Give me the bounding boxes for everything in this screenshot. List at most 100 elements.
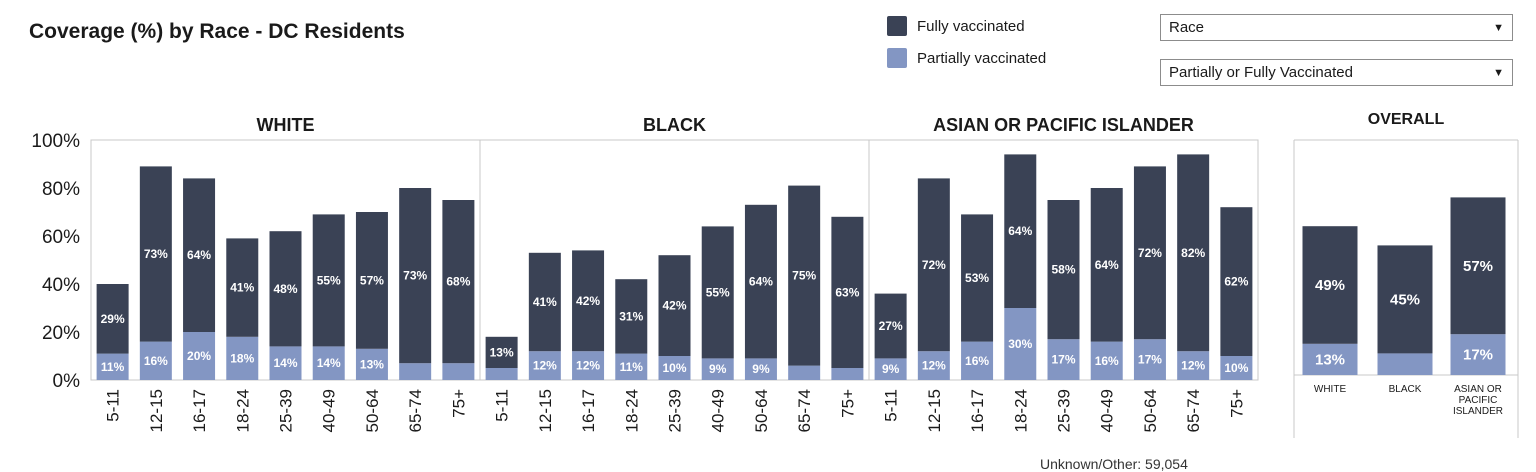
x-tick-label: 75+ — [1227, 389, 1246, 418]
bar-fully-vaccinated — [183, 178, 216, 332]
data-label-fully: 72% — [1138, 246, 1162, 260]
data-label-fully: 55% — [706, 285, 730, 299]
race-filter-value: Race — [1169, 19, 1205, 36]
overall-bar-fully-vaccinated — [1302, 226, 1358, 344]
dose-filter-dropdown[interactable]: Partially or Fully Vaccinated ▼ — [1160, 59, 1513, 86]
x-tick-label: 65-74 — [1184, 389, 1203, 432]
data-label-partially: 17% — [1138, 353, 1162, 367]
data-label-partially: 16% — [144, 354, 168, 368]
bar-partially-vaccinated — [226, 336, 259, 380]
x-tick-label: 12-15 — [147, 389, 166, 432]
bar-partially-vaccinated — [399, 363, 432, 380]
data-label-partially: 20% — [187, 349, 211, 363]
bar-partially-vaccinated — [1220, 356, 1253, 380]
bar-partially-vaccinated — [658, 356, 691, 380]
legend-item-fully-vaccinated[interactable]: Fully vaccinated — [887, 16, 1025, 36]
overall-x-tick-label: PACIFIC — [1459, 395, 1498, 406]
data-label-partially: 12% — [922, 359, 946, 373]
bar-partially-vaccinated — [1177, 351, 1210, 380]
bar-fully-vaccinated — [442, 200, 475, 364]
data-label-partially: 14% — [273, 356, 297, 370]
bar-partially-vaccinated — [96, 353, 129, 380]
bar-fully-vaccinated — [744, 204, 777, 359]
bar-fully-vaccinated — [312, 214, 345, 347]
bar-partially-vaccinated — [831, 368, 864, 380]
bar-fully-vaccinated — [1047, 200, 1080, 340]
panel-title: ASIAN OR PACIFIC ISLANDER — [933, 115, 1194, 135]
data-label-partially: 17% — [1051, 353, 1075, 367]
data-label-partially: 11% — [101, 360, 125, 374]
data-label-partially: 12% — [533, 359, 557, 373]
bar-partially-vaccinated — [701, 358, 734, 380]
bar-fully-vaccinated — [269, 231, 302, 347]
data-label-partially: 9% — [752, 362, 770, 376]
x-tick-label: 5-11 — [104, 389, 123, 422]
bar-fully-vaccinated — [961, 214, 994, 342]
data-label-partially: 16% — [1095, 354, 1119, 368]
data-label-fully: 64% — [187, 248, 211, 262]
data-label-fully: 42% — [576, 294, 600, 308]
overall-bar-partially-vaccinated — [1377, 353, 1433, 375]
bar-fully-vaccinated — [399, 188, 432, 364]
bar-fully-vaccinated — [615, 279, 648, 354]
chevron-down-icon: ▼ — [1493, 66, 1504, 79]
data-label-partially: 30% — [1008, 337, 1032, 351]
bar-partially-vaccinated — [1090, 341, 1123, 380]
data-label-partially: 14% — [317, 356, 341, 370]
legend-label-partially: Partially vaccinated — [917, 49, 1047, 67]
bar-fully-vaccinated — [355, 212, 388, 349]
bar-partially-vaccinated — [615, 353, 648, 380]
y-tick-label: 0% — [53, 371, 81, 392]
bar-fully-vaccinated — [917, 178, 950, 352]
data-label-fully: 42% — [662, 299, 686, 313]
data-label-fully: 13% — [490, 345, 514, 359]
x-tick-label: 40-49 — [320, 389, 339, 432]
bar-partially-vaccinated — [139, 341, 172, 380]
bar-fully-vaccinated — [485, 336, 518, 368]
bar-partially-vaccinated — [961, 341, 994, 380]
race-filter-dropdown[interactable]: Race ▼ — [1160, 14, 1513, 41]
legend-item-partially-vaccinated[interactable]: Partially vaccinated — [887, 48, 1046, 68]
data-label-partially: 13% — [360, 357, 384, 371]
x-tick-label: 25-39 — [1055, 389, 1074, 432]
chart-title: Coverage (%) by Race - DC Residents — [29, 20, 405, 43]
x-tick-label: 25-39 — [666, 389, 685, 432]
x-tick-label: 40-49 — [709, 389, 728, 432]
x-tick-label: 16-17 — [579, 389, 598, 432]
legend-label-fully: Fully vaccinated — [917, 17, 1025, 35]
data-label-fully: 82% — [1181, 246, 1205, 260]
data-label-fully: 57% — [360, 273, 384, 287]
overall-data-label-partially: 13% — [1315, 351, 1345, 368]
data-label-partially: 18% — [230, 351, 254, 365]
data-label-fully: 64% — [749, 275, 773, 289]
y-tick-label: 100% — [31, 131, 80, 152]
bar-partially-vaccinated — [442, 363, 475, 380]
x-tick-label: 12-15 — [536, 389, 555, 432]
y-tick-label: 60% — [42, 227, 80, 248]
x-tick-label: 50-64 — [752, 389, 771, 432]
overall-x-tick-label: ASIAN OR — [1454, 384, 1502, 395]
data-label-fully: 48% — [273, 282, 297, 296]
overall-bar-partially-vaccinated — [1302, 343, 1358, 375]
bar-partially-vaccinated — [788, 365, 821, 380]
x-tick-label: 50-64 — [363, 389, 382, 432]
overall-bar-fully-vaccinated — [1377, 245, 1433, 354]
bar-partially-vaccinated — [1004, 308, 1037, 380]
bar-fully-vaccinated — [226, 238, 259, 337]
chevron-down-icon: ▼ — [1493, 21, 1504, 34]
data-label-fully: 29% — [101, 312, 125, 326]
bar-fully-vaccinated — [139, 166, 172, 342]
overall-x-tick-label: ISLANDER — [1453, 406, 1503, 417]
bar-partially-vaccinated — [183, 332, 216, 380]
data-label-fully: 64% — [1095, 258, 1119, 272]
x-tick-label: 75+ — [449, 389, 468, 418]
bar-fully-vaccinated — [1220, 207, 1253, 356]
bar-partially-vaccinated — [917, 351, 950, 380]
data-label-partially: 12% — [1181, 359, 1205, 373]
data-label-partially: 12% — [576, 359, 600, 373]
overall-data-label-fully: 57% — [1463, 258, 1493, 275]
data-label-fully: 73% — [144, 247, 168, 261]
x-tick-label: 5-11 — [882, 389, 901, 422]
bar-fully-vaccinated — [831, 216, 864, 368]
y-tick-label: 80% — [42, 179, 80, 200]
